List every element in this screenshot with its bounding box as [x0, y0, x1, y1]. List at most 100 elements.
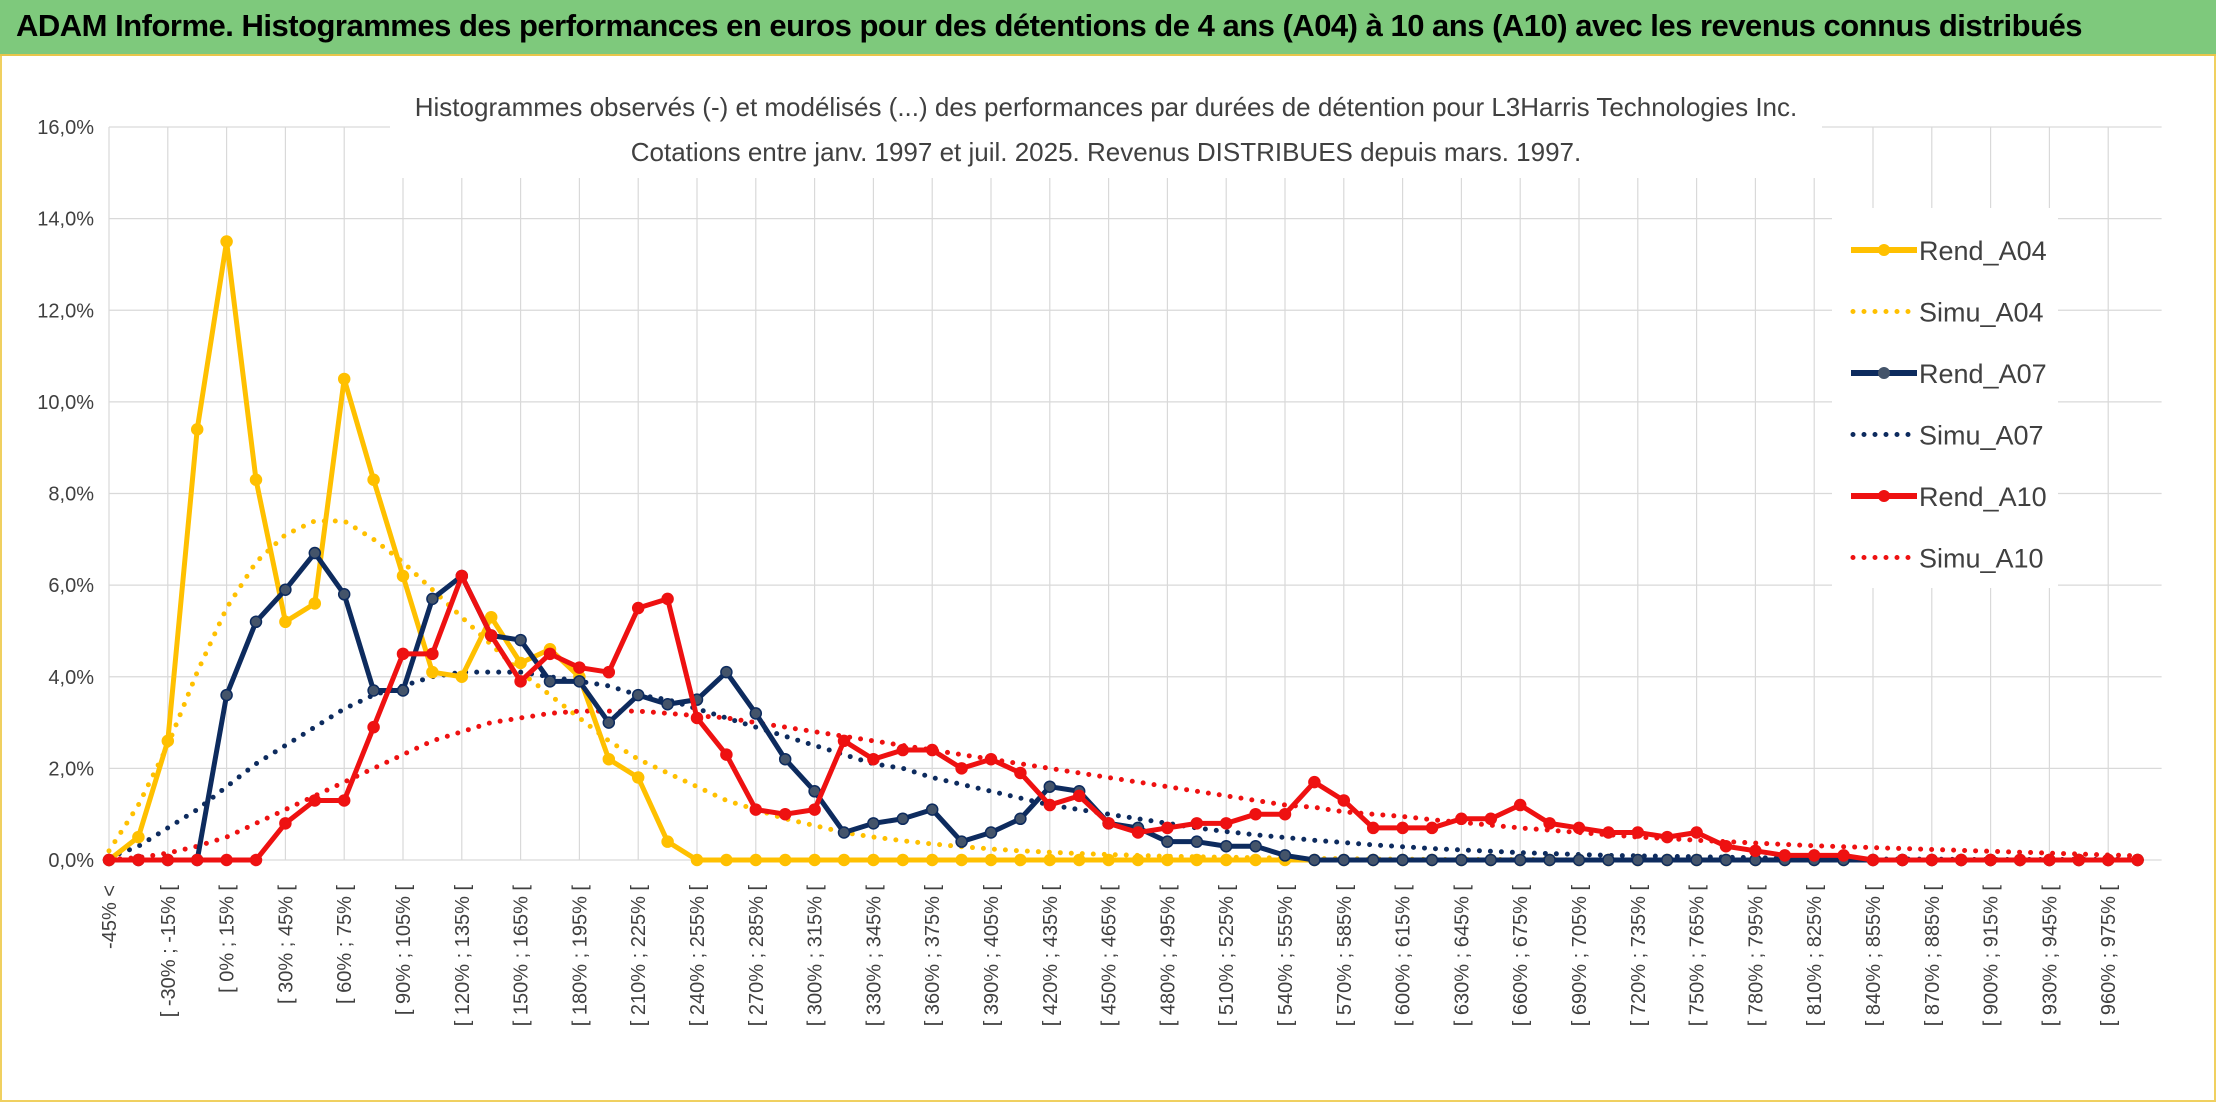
data-point	[1484, 853, 1498, 867]
x-tick-label: [ 840% ; 855% [	[1863, 885, 1885, 1027]
title-backdrop	[390, 84, 1822, 178]
data-point	[1690, 853, 1703, 867]
legend-label: Rend_A07	[1919, 359, 2047, 389]
data-point	[190, 423, 204, 436]
data-point	[661, 835, 674, 848]
x-tick-label: [ 390% ; 405% [	[981, 885, 1003, 1027]
data-point	[1102, 853, 1115, 867]
y-axis: 0,0% 2,0% 4,0% 6,0% 8,0% 10,0% 12,0% 14,0% 16,0%	[37, 117, 94, 872]
y-tick-label: 16,0%	[37, 117, 94, 139]
data-point	[337, 372, 351, 386]
data-point	[690, 711, 704, 725]
data-point	[984, 826, 998, 839]
report-title: ADAM Informe. Histogrammes des performan…	[16, 8, 2083, 43]
legend-marker	[1878, 490, 1890, 502]
x-tick-label: [ 810% ; 825% [	[1804, 885, 1826, 1027]
x-tick-label: [ 540% ; 555% [	[1275, 885, 1297, 1027]
data-point	[543, 647, 557, 661]
x-tick-label: [ 0% ; 15% [	[217, 885, 239, 993]
x-tick-label: [ 660% ; 675% [	[1510, 885, 1532, 1027]
data-point	[720, 853, 733, 867]
data-point	[1572, 821, 1586, 835]
data-point	[808, 853, 821, 867]
x-tick-label: [ 720% ; 735% [	[1628, 885, 1650, 1027]
data-point	[602, 752, 616, 766]
legend-item: Rend_A10	[1851, 482, 2047, 512]
data-point	[1072, 789, 1086, 803]
x-tick-label: [ 570% ; 585% [	[1334, 885, 1356, 1027]
legend-label: Rend_A04	[1919, 236, 2047, 266]
data-point	[1278, 849, 1292, 862]
data-point	[749, 803, 763, 816]
data-point	[308, 794, 322, 807]
series-rend-a10	[102, 569, 2144, 867]
data-point	[1249, 853, 1262, 867]
data-point	[1043, 798, 1057, 812]
data-point	[837, 734, 851, 748]
data-point	[161, 853, 175, 867]
data-point	[602, 665, 616, 679]
data-point	[1513, 853, 1527, 867]
x-tick-label: [ 300% ; 315% [	[805, 885, 827, 1027]
data-point	[984, 853, 998, 867]
data-point	[426, 647, 439, 661]
data-point	[720, 748, 733, 761]
legend-item: Simu_A10	[1850, 544, 2044, 574]
data-point	[367, 473, 380, 487]
series-layer	[102, 235, 2144, 867]
legend-label: Simu_A07	[1919, 421, 2044, 451]
data-point	[1219, 840, 1233, 853]
data-point	[1543, 817, 1556, 830]
data-point	[249, 473, 263, 487]
data-point	[190, 853, 204, 867]
data-point	[249, 615, 263, 629]
series-simu-a10	[106, 708, 2141, 863]
data-point	[279, 615, 292, 629]
y-tick-label: 14,0%	[37, 209, 94, 231]
data-point	[2013, 853, 2027, 867]
data-point	[279, 583, 292, 596]
data-point	[631, 688, 645, 702]
data-point	[955, 762, 968, 775]
data-point	[455, 569, 469, 583]
x-tick-label: -45% <	[99, 885, 121, 949]
data-point	[249, 853, 263, 867]
data-point	[1161, 835, 1174, 848]
data-point	[1043, 853, 1057, 867]
data-point	[925, 803, 939, 816]
data-point	[1572, 853, 1586, 867]
data-point	[1278, 807, 1292, 821]
legend-item: Rend_A04	[1851, 236, 2047, 266]
data-point	[367, 684, 380, 697]
data-point	[1161, 853, 1174, 867]
data-point	[1455, 812, 1468, 826]
data-point	[1837, 849, 1850, 862]
legend-item: Rend_A07	[1851, 359, 2047, 389]
legend-backdrop	[1832, 208, 2058, 588]
data-point	[337, 794, 351, 807]
data-point	[426, 592, 439, 606]
series-line	[106, 669, 2141, 863]
chart-title-line-1: Histogrammes observés (-) et modélisés (…	[415, 92, 1798, 122]
data-point	[631, 601, 645, 615]
data-point	[1014, 853, 1027, 867]
data-point	[426, 665, 439, 679]
data-point	[925, 853, 939, 867]
data-point	[1631, 853, 1645, 867]
data-point	[337, 588, 351, 601]
data-point	[1660, 853, 1674, 867]
data-point	[925, 743, 939, 757]
data-point	[984, 752, 998, 766]
data-point	[2072, 853, 2086, 867]
x-tick-label: [ 960% ; 975% [	[2098, 885, 2120, 1027]
data-point	[367, 720, 380, 734]
x-tick-label: [ 480% ; 495% [	[1157, 885, 1179, 1027]
x-tick-label: [ 270% ; 285% [	[746, 885, 768, 1027]
data-point	[1249, 840, 1262, 853]
data-point	[220, 853, 233, 867]
legend-item: Simu_A07	[1850, 421, 2044, 451]
data-point	[1014, 812, 1027, 826]
data-point	[1072, 853, 1086, 867]
y-tick-label: 2,0%	[48, 758, 94, 780]
chart-title-line-2: Cotations entre janv. 1997 et juil. 2025…	[631, 137, 1581, 167]
